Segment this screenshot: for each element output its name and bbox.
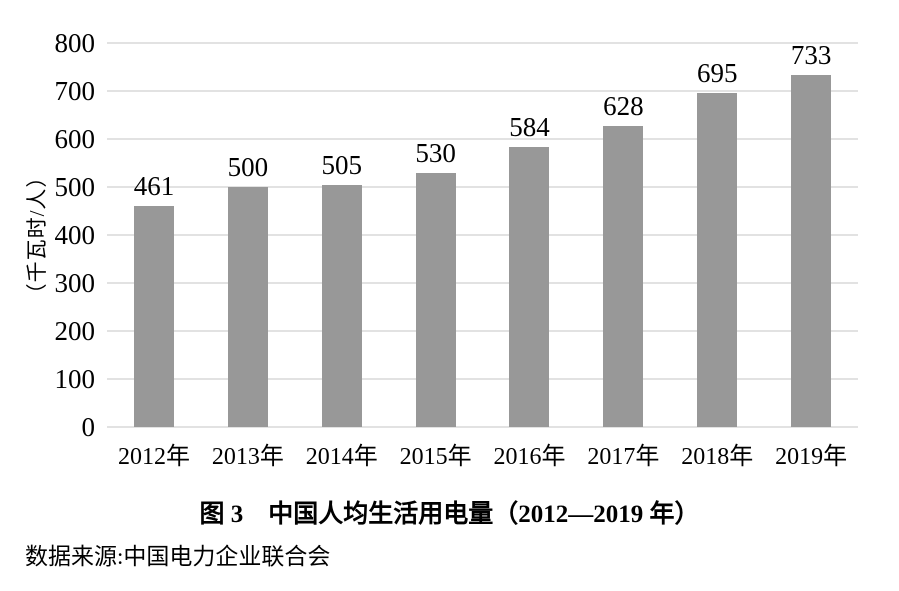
x-tick-label: 2017年 [587,444,660,470]
bar [227,187,268,427]
x-tick-label: 2015年 [399,444,472,470]
bar-group: 695 [670,60,764,427]
x-tick-label: 2012年 [117,444,190,470]
y-tick-label: 100 [54,364,96,394]
bar-group: 628 [576,90,670,427]
bar [133,205,174,427]
bar [697,93,738,427]
bar [603,125,644,427]
x-tick-label: 2014年 [305,444,378,470]
bar-value-label: 500 [227,152,269,182]
gridline [107,42,858,44]
bar-value-label: 461 [133,170,175,201]
gridline [107,378,858,380]
bar-value-label: 584 [509,111,550,142]
y-axis-ticks: 0 100 200 300 400 500 600 700 800 [0,28,96,442]
gridline [107,186,858,188]
x-tick-label: 2018年 [681,444,754,470]
bar [791,75,832,427]
gridline [107,90,858,92]
bar-group: 500 [201,154,295,427]
y-tick-label: 400 [54,220,96,250]
x-tick-label: 2016年 [493,444,566,470]
bar [509,146,550,427]
plot-area: 461 500 505 530 584 628 695 733 [107,42,858,428]
bar-group: 530 [389,137,483,427]
gridline [107,282,858,284]
bar-group: 461 [107,170,201,427]
chart-title: 图 3 中国人均生活用电量（2012—2019 年） [199,501,700,528]
y-tick-label: 500 [54,172,96,202]
gridline [107,426,858,428]
bar-group: 584 [483,111,577,427]
bar-value-label: 505 [321,149,362,180]
y-tick-label: 200 [54,316,96,346]
bar-value-label: 628 [603,90,644,121]
bar-group: 733 [764,42,858,427]
bar-value-label: 733 [790,40,832,71]
y-tick-label: 0 [81,412,96,442]
gridline [107,330,858,332]
y-tick-label: 600 [54,124,96,154]
gridline [107,234,858,236]
bar [321,184,362,427]
y-tick-label: 800 [54,28,96,58]
y-tick-label: 700 [54,76,96,106]
bar-group: 505 [295,149,389,427]
bar [415,172,456,427]
data-source-note: 数据来源:中国电力企业联合会 [25,544,331,569]
gridline [107,138,858,140]
x-axis-labels: 2012年 2013年 2014年 2015年 2016年 2017年 2018年 2019年 [107,436,858,471]
x-tick-label: 2019年 [775,444,848,470]
y-tick-label: 300 [54,268,96,298]
x-tick-label: 2013年 [211,444,284,470]
bars-container: 461 500 505 530 584 628 695 733 [107,42,858,427]
bar-value-label: 695 [696,58,738,89]
bar-value-label: 530 [415,137,456,168]
